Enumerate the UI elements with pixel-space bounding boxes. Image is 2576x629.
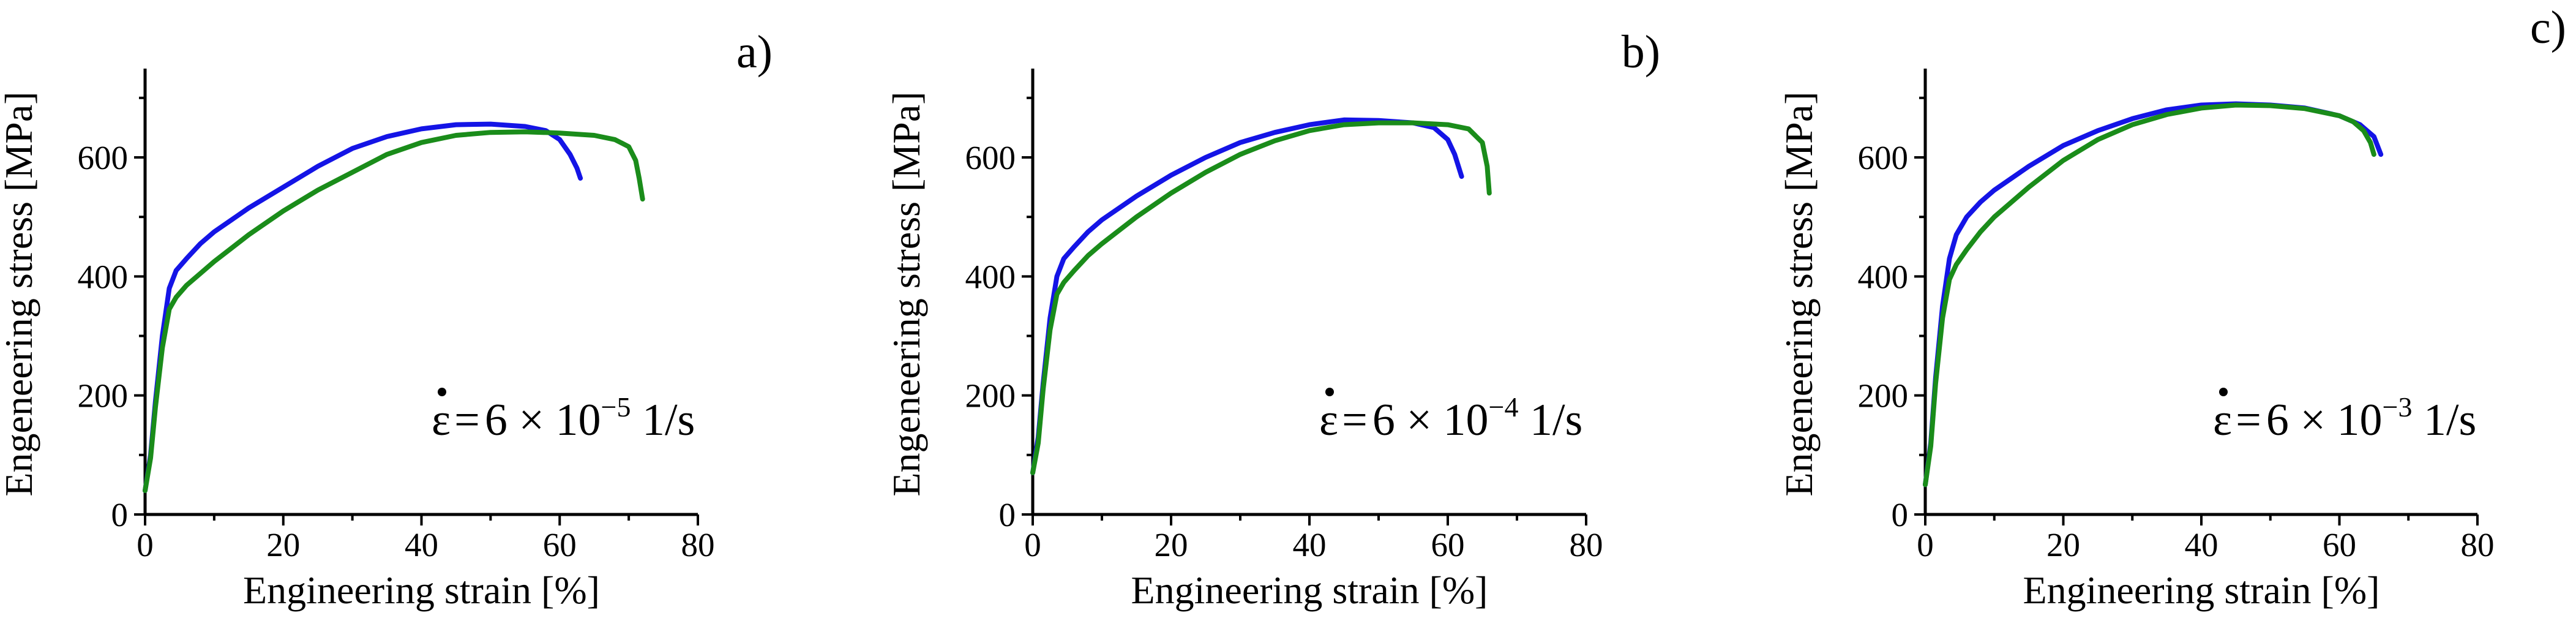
panel-a-epsilon-dot	[438, 388, 446, 396]
panel-b-strain-rate-annotation: ε= 6 × 10−4 1/s	[1319, 391, 1582, 445]
panel-c-rate-exponent: −3	[2383, 391, 2413, 423]
panel-a-x-tick-label: 20	[266, 526, 300, 563]
panel-b-rate-unit: 1/s	[1519, 395, 1583, 445]
panel-a-strain-rate-annotation: ε= 6 × 10−5 1/s	[432, 391, 695, 445]
panel-c-epsilon-dot	[2219, 388, 2228, 396]
panel-b-rate-value: 6 × 10	[1372, 395, 1489, 445]
panel-a-x-tick-label: 60	[543, 526, 577, 563]
panel-b-x-tick-label: 80	[1570, 526, 1603, 563]
panel-a-y-tick-label: 0	[111, 496, 129, 533]
panel-c-series-green	[1923, 102, 2376, 488]
panel-b-y-tick-label: 400	[965, 258, 1016, 295]
panel-a-equals-sign: =	[454, 395, 480, 445]
panel-c-strain-rate-annotation: ε= 6 × 10−3 1/s	[2213, 391, 2476, 445]
panel-b-label: b)	[1622, 26, 1660, 78]
panel-c-x-tick-label: 0	[1917, 526, 1934, 563]
panel-a-rate-value: 6 × 10	[485, 395, 601, 445]
panel-b-x-tick-label: 20	[1155, 526, 1188, 563]
panel-a-x-tick-label: 40	[405, 526, 438, 563]
panel-a: 0 20 40 60 80 0 200 400 600 Engineering strain [%…	[0, 26, 773, 612]
panel-c-x-tick-label: 60	[2323, 526, 2356, 563]
panel-a-y-tick-label: 600	[78, 139, 129, 176]
panel-b: 0 20 40 60 80 0 200 400 600 Engineering strain [%…	[885, 26, 1660, 612]
panel-b-equals-sign: =	[1342, 395, 1368, 445]
panel-c-x-tick-label: 80	[2461, 526, 2495, 563]
panel-c-equals-sign: =	[2236, 395, 2261, 445]
panel-b-y-axis-title: Engeneering stress [MPa]	[885, 91, 928, 496]
panel-b-x-tick-label: 40	[1293, 526, 1327, 563]
panel-b-series-green	[1030, 120, 1492, 475]
panel-a-y-tick-label: 200	[78, 377, 129, 415]
panel-b-epsilon-dot	[1325, 388, 1334, 396]
panel-c-x-tick-label: 40	[2185, 526, 2218, 563]
panel-c-label: c)	[2530, 2, 2566, 53]
panel-b-y-tick-label: 200	[965, 377, 1016, 415]
panel-b-y-tick-label: 0	[999, 496, 1016, 533]
panel-c-epsilon-symbol: ε	[2213, 395, 2232, 445]
panel-a-y-axis-title: Engeneering stress [MPa]	[0, 91, 40, 496]
panel-a-x-axis-title: Engineering strain [%]	[243, 568, 600, 612]
panel-c-rate-value: 6 × 10	[2266, 395, 2383, 445]
panel-b-rate-exponent: −4	[1489, 391, 1519, 423]
panel-c-y-axis-title: Engeneering stress [MPa]	[1777, 91, 1821, 496]
panel-c-y-tick-label: 400	[1858, 258, 1909, 295]
panel-a-x-tick-label: 80	[681, 526, 715, 563]
panel-c-y-tick-label: 0	[1892, 496, 1909, 533]
panel-c-y-tick-label: 600	[1858, 139, 1909, 176]
panel-c: 0 20 40 60 80 0 200 400 600 Engineering strain [%…	[1777, 2, 2566, 612]
panel-c-rate-unit: 1/s	[2413, 395, 2477, 445]
panel-a-x-tick-label: 0	[137, 526, 154, 563]
panel-b-y-tick-label: 600	[965, 139, 1016, 176]
panel-b-x-tick-label: 60	[1431, 526, 1465, 563]
panel-b-x-tick-label: 0	[1024, 526, 1041, 563]
panel-a-epsilon-symbol: ε	[432, 395, 451, 445]
panel-b-epsilon-symbol: ε	[1319, 395, 1338, 445]
panel-a-rate-exponent: −5	[601, 391, 631, 423]
panel-c-y-tick-label: 200	[1858, 377, 1909, 415]
panel-a-series-green	[143, 129, 645, 494]
panel-a-y-tick-label: 400	[78, 258, 129, 295]
panel-c-x-tick-label: 20	[2046, 526, 2080, 563]
panel-c-x-axis-title: Engineering strain [%]	[2023, 568, 2380, 612]
panel-a-rate-unit: 1/s	[631, 395, 695, 445]
panel-b-x-axis-title: Engineering strain [%]	[1131, 568, 1488, 612]
panel-a-label: a)	[736, 26, 773, 78]
